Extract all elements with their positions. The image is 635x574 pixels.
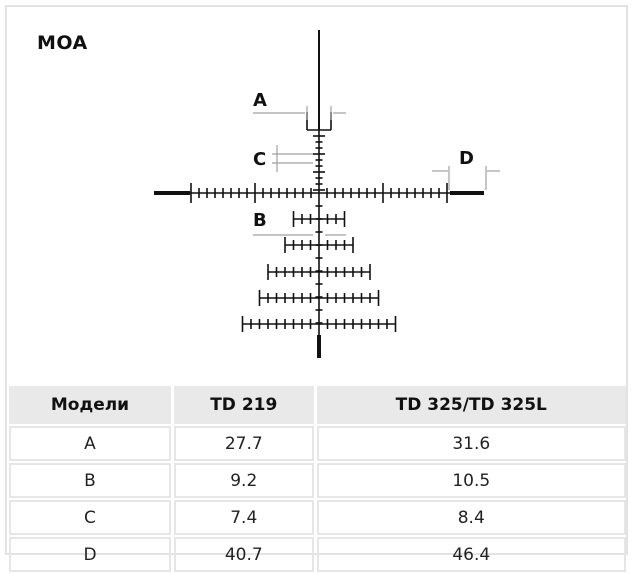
- dimension-label-d: D: [459, 148, 474, 169]
- table-cell: A: [9, 426, 171, 461]
- table-cell: 9.2: [173, 463, 314, 498]
- table-row: D 40.7 46.4: [9, 537, 626, 572]
- table-cell: 31.6: [316, 426, 626, 461]
- header-td325: TD 325/TD 325L: [316, 386, 626, 424]
- dimension-label-b: B: [253, 210, 267, 231]
- table-cell: 7.4: [173, 500, 314, 535]
- table-cell: 8.4: [316, 500, 626, 535]
- header-td219: TD 219: [173, 386, 314, 424]
- table-row: C 7.4 8.4: [9, 500, 626, 535]
- header-models: Модели: [9, 386, 171, 424]
- table-row: A 27.7 31.6: [9, 426, 626, 461]
- table-cell: 46.4: [316, 537, 626, 572]
- table-cell: B: [9, 463, 171, 498]
- dimension-label-c: C: [253, 149, 266, 170]
- table-cell: 10.5: [316, 463, 626, 498]
- table-cell: 27.7: [173, 426, 314, 461]
- table-cell: 40.7: [173, 537, 314, 572]
- dimension-label-a: A: [253, 90, 267, 111]
- table-header-row: Модели TD 219 TD 325/TD 325L: [9, 386, 626, 424]
- reticle-diagram: A B C D: [154, 30, 500, 358]
- table-row: B 9.2 10.5: [9, 463, 626, 498]
- reticle-lines: [154, 30, 484, 358]
- table-cell: D: [9, 537, 171, 572]
- dimension-lines: [253, 106, 500, 236]
- table-cell: C: [9, 500, 171, 535]
- specs-table: Модели TD 219 TD 325/TD 325L A 27.7 31.6…: [6, 384, 629, 574]
- unit-label: MOA: [37, 32, 88, 54]
